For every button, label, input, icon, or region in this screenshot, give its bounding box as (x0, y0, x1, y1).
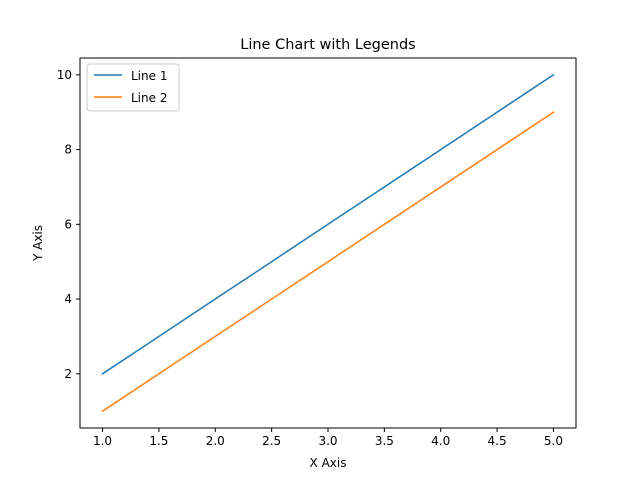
x-tick-label: 4.5 (488, 434, 507, 448)
chart-title: Line Chart with Legends (240, 37, 415, 53)
x-tick-label: 4.0 (431, 434, 450, 448)
x-tick-label: 1.5 (149, 434, 168, 448)
legend-label-line-1: Line 1 (131, 69, 167, 83)
x-tick-label: 1.0 (93, 434, 112, 448)
y-tick-label: 4 (64, 292, 72, 306)
y-axis-label: Y Axis (31, 225, 45, 262)
x-tick-label: 5.0 (544, 434, 563, 448)
x-tick-label: 2.0 (206, 434, 225, 448)
y-tick-label: 10 (57, 68, 72, 82)
x-tick-label: 3.5 (375, 434, 394, 448)
y-tick-label: 8 (64, 143, 72, 157)
y-tick-label: 6 (64, 217, 72, 231)
x-axis-label: X Axis (310, 456, 347, 470)
x-tick-label: 3.0 (318, 434, 337, 448)
x-tick-label: 2.5 (262, 434, 281, 448)
legend: Line 1 Line 2 (87, 64, 179, 111)
y-tick-label: 2 (64, 367, 72, 381)
legend-label-line-2: Line 2 (131, 91, 167, 105)
